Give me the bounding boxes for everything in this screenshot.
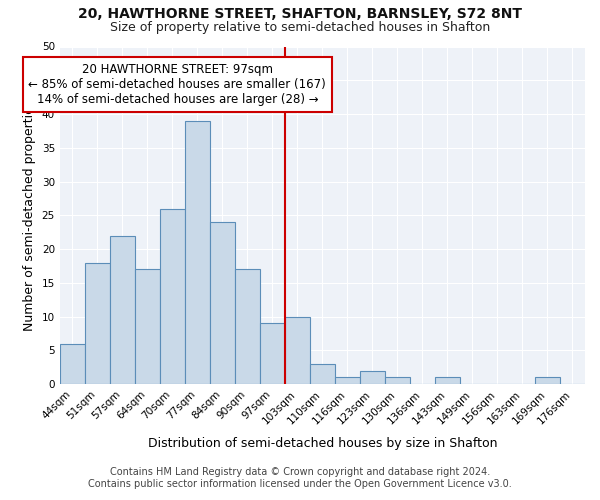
- Bar: [310, 364, 335, 384]
- Y-axis label: Number of semi-detached properties: Number of semi-detached properties: [23, 100, 36, 331]
- Bar: [85, 262, 110, 384]
- Bar: [185, 121, 210, 384]
- Text: 20 HAWTHORNE STREET: 97sqm
← 85% of semi-detached houses are smaller (167)
14% o: 20 HAWTHORNE STREET: 97sqm ← 85% of semi…: [28, 64, 326, 106]
- Bar: [60, 344, 85, 384]
- Bar: [385, 378, 410, 384]
- Bar: [160, 208, 185, 384]
- Bar: [235, 270, 260, 384]
- X-axis label: Distribution of semi-detached houses by size in Shafton: Distribution of semi-detached houses by …: [148, 437, 497, 450]
- Text: Contains HM Land Registry data © Crown copyright and database right 2024.
Contai: Contains HM Land Registry data © Crown c…: [88, 468, 512, 489]
- Bar: [260, 324, 285, 384]
- Bar: [335, 378, 360, 384]
- Bar: [435, 378, 460, 384]
- Text: Size of property relative to semi-detached houses in Shafton: Size of property relative to semi-detach…: [110, 21, 490, 34]
- Bar: [360, 370, 385, 384]
- Bar: [535, 378, 560, 384]
- Bar: [285, 316, 310, 384]
- Text: 20, HAWTHORNE STREET, SHAFTON, BARNSLEY, S72 8NT: 20, HAWTHORNE STREET, SHAFTON, BARNSLEY,…: [78, 8, 522, 22]
- Bar: [210, 222, 235, 384]
- Bar: [110, 236, 135, 384]
- Bar: [135, 270, 160, 384]
